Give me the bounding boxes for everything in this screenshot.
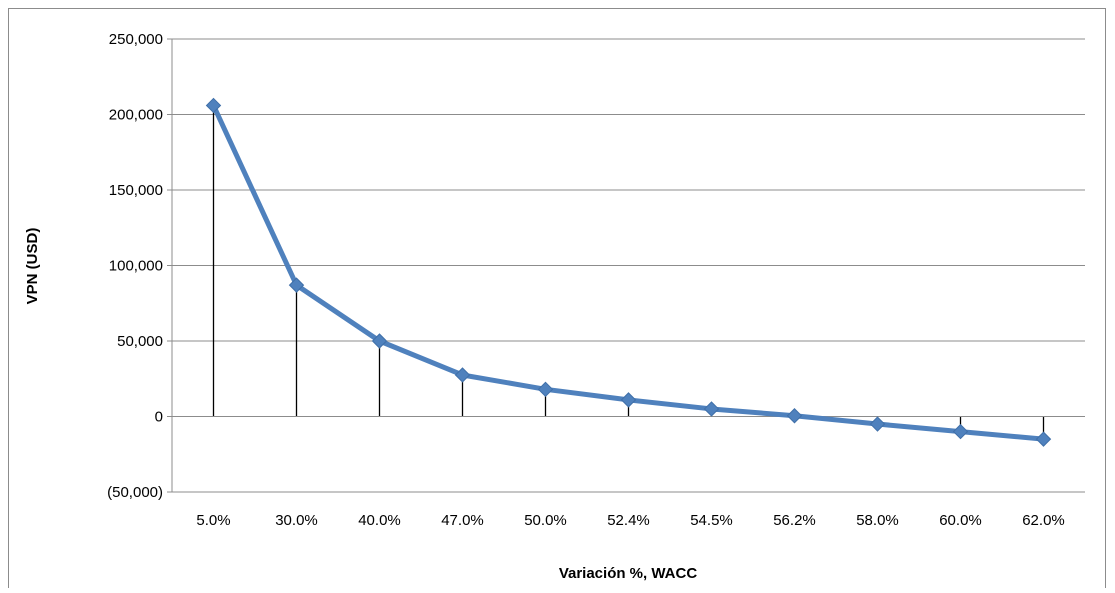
- series-line: [211, 102, 1046, 442]
- data-point-marker: [371, 333, 388, 349]
- data-point-marker: [454, 367, 471, 383]
- data-point-marker: [703, 401, 720, 417]
- series-markers: [205, 97, 1052, 447]
- data-point-marker: [952, 423, 969, 440]
- x-tick-label: 50.0%: [524, 512, 567, 529]
- x-tick-label: 40.0%: [358, 512, 401, 529]
- data-point-marker: [288, 277, 305, 293]
- x-tick-label: 56.2%: [773, 512, 816, 529]
- x-tick-labels: 5.0% 30.0% 40.0% 47.0% 50.0% 52.4% 54.5% 56.2% 5…: [196, 512, 1064, 529]
- axes: [167, 38, 1085, 493]
- y-tick-labels: (50,000) 0 50,000 100,000 150,000 200,000 250,…: [107, 31, 163, 501]
- x-axis-title: Variación %, WACC: [559, 565, 698, 582]
- drop-lines: [212, 105, 1045, 440]
- data-point-marker: [869, 416, 886, 432]
- y-tick-label: 200,000: [109, 107, 163, 124]
- data-point-marker: [786, 408, 803, 424]
- y-tick-label: 150,000: [109, 182, 163, 199]
- series-line-path: [211, 102, 1046, 442]
- x-tick-label: 58.0%: [856, 512, 899, 529]
- x-tick-label: 30.0%: [275, 512, 318, 529]
- y-axis-title: VPN (USD): [24, 228, 41, 305]
- y-tick-label: 100,000: [109, 258, 163, 275]
- data-point-marker: [537, 381, 554, 398]
- x-tick-label: 54.5%: [690, 512, 733, 529]
- x-tick-label: 52.4%: [607, 512, 650, 529]
- x-tick-label: 47.0%: [441, 512, 484, 529]
- y-tick-label: (50,000): [107, 484, 163, 501]
- data-point-marker: [205, 97, 222, 114]
- chart-frame: [8, 8, 1106, 588]
- x-tick-label: 60.0%: [939, 512, 982, 529]
- y-tick-label: 250,000: [109, 31, 163, 48]
- y-tick-label: 0: [155, 409, 163, 426]
- x-tick-label: 62.0%: [1022, 512, 1065, 529]
- gridlines: [172, 38, 1085, 493]
- data-point-marker: [620, 392, 637, 408]
- data-point-marker: [1035, 431, 1052, 447]
- x-tick-label: 5.0%: [196, 512, 230, 529]
- y-tick-label: 50,000: [117, 333, 163, 350]
